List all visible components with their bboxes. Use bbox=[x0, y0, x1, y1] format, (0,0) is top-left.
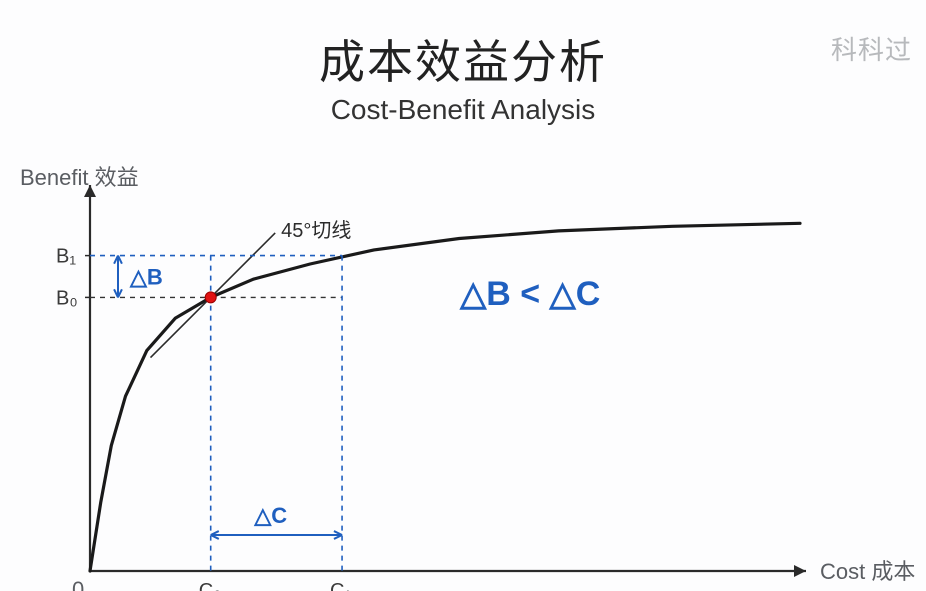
b1-label: B₁ bbox=[56, 246, 76, 268]
x-axis-label: Cost 成本 bbox=[820, 559, 915, 584]
y-axis-label: Benefit 效益 bbox=[20, 165, 139, 190]
inequality-text: △B < △C bbox=[459, 275, 600, 313]
delta-c-label: △C bbox=[253, 503, 287, 528]
benefit-curve bbox=[90, 223, 800, 571]
watermark: 科科过 bbox=[831, 30, 912, 67]
tangent-label: 45°切线 bbox=[281, 219, 351, 242]
c1-label: C₁ bbox=[330, 580, 351, 591]
title-chinese: 成本效益分析 bbox=[0, 26, 926, 92]
cost-benefit-chart: Cost 成本 Benefit 效益 0 45°切线 B₀ B₁ C₀ C₁ △B △C △B < … bbox=[0, 161, 926, 591]
b0-label: B₀ bbox=[56, 287, 78, 309]
delta-b-label: △B bbox=[129, 265, 163, 290]
title-english: Cost-Benefit Analysis bbox=[0, 94, 926, 126]
c0-label: C₀ bbox=[199, 580, 222, 591]
origin-label: 0 bbox=[72, 577, 84, 591]
tangent-point bbox=[205, 292, 216, 303]
